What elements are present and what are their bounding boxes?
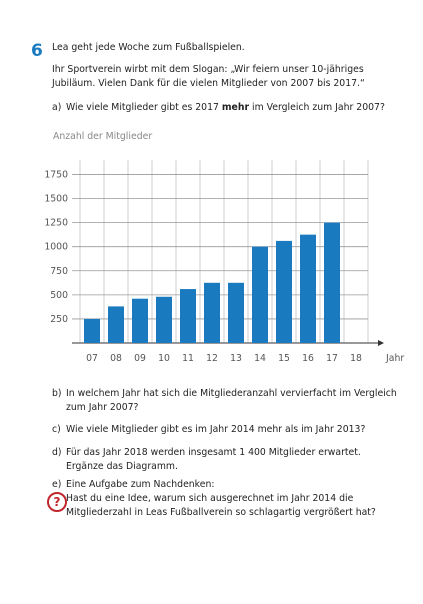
y-tick-label: 1000 bbox=[44, 242, 68, 253]
y-axis-label: Anzahl der Mitglieder bbox=[53, 131, 152, 142]
question-text: Wie viele Mitglieder gibt es im Jahr 201… bbox=[66, 424, 365, 435]
bar bbox=[252, 246, 268, 343]
question-label: c) bbox=[52, 424, 61, 435]
x-tick-label: 07 bbox=[86, 353, 98, 364]
x-tick-label: 10 bbox=[158, 353, 170, 364]
bar bbox=[132, 298, 148, 343]
x-tick-label: 11 bbox=[182, 353, 194, 364]
x-tick-label: 08 bbox=[110, 353, 122, 364]
bar bbox=[156, 296, 172, 343]
bar bbox=[84, 318, 100, 343]
bar bbox=[276, 240, 292, 343]
question-text: Mitgliederzahl in Leas Fußballverein so … bbox=[66, 507, 376, 518]
task-number: 6 bbox=[31, 41, 43, 61]
question-label: b) bbox=[52, 388, 62, 399]
intro-line: Ihr Sportverein wirbt mit dem Slogan: „W… bbox=[52, 64, 364, 75]
question-text: zum Jahr 2007? bbox=[66, 402, 139, 413]
text: Wie viele Mitglieder gibt es 2017 bbox=[66, 102, 222, 113]
bar bbox=[108, 306, 124, 343]
x-tick-label: 18 bbox=[350, 353, 362, 364]
question-text: Für das Jahr 2018 werden insgesamt 1 400… bbox=[66, 447, 361, 458]
question-text: Eine Aufgabe zum Nachdenken: bbox=[66, 479, 214, 490]
bar bbox=[324, 222, 340, 343]
question-text: In welchem Jahr hat sich die Mitgliedera… bbox=[66, 388, 397, 399]
bar bbox=[300, 234, 316, 343]
question-label: d) bbox=[52, 447, 62, 458]
y-tick-label: 1750 bbox=[44, 169, 68, 180]
y-tick-label: 250 bbox=[50, 314, 68, 325]
bar bbox=[180, 289, 196, 343]
bar bbox=[204, 282, 220, 343]
axis-arrow bbox=[378, 340, 384, 346]
question-text: Hast du eine Idee, warum sich ausgerechn… bbox=[66, 493, 354, 504]
x-tick-label: 12 bbox=[206, 353, 218, 364]
x-tick-label: 17 bbox=[326, 353, 338, 364]
y-tick-label: 1500 bbox=[44, 194, 68, 205]
question-text: Ergänze das Diagramm. bbox=[66, 461, 178, 472]
bar bbox=[228, 282, 244, 343]
x-tick-label: 14 bbox=[254, 353, 266, 364]
intro-line: Lea geht jede Woche zum Fußballspielen. bbox=[52, 42, 245, 53]
question-label: a) bbox=[52, 102, 61, 113]
y-tick-label: 500 bbox=[50, 290, 68, 301]
question-text: Wie viele Mitglieder gibt es 2017 mehr i… bbox=[66, 102, 385, 113]
x-tick-label: 09 bbox=[134, 353, 146, 364]
question-label: e) bbox=[52, 479, 61, 490]
text: mehr bbox=[222, 102, 250, 113]
icon bbox=[47, 492, 67, 512]
icon-text: ? bbox=[54, 495, 61, 509]
x-tick-label: 16 bbox=[302, 353, 314, 364]
y-tick-label: 750 bbox=[50, 266, 68, 277]
y-tick-label: 1250 bbox=[44, 218, 68, 229]
text: im Vergleich zum Jahr 2007? bbox=[249, 102, 385, 113]
x-tick-label: 13 bbox=[230, 353, 242, 364]
intro-line: Jubiläum. Vielen Dank für die vielen Mit… bbox=[51, 78, 365, 89]
x-tick-label: 15 bbox=[278, 353, 290, 364]
x-axis-label: Jahr bbox=[385, 353, 404, 364]
